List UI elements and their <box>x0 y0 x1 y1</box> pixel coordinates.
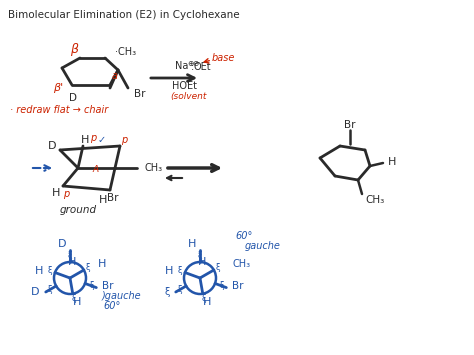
Text: )gauche: )gauche <box>102 291 142 301</box>
Text: ⊕: ⊕ <box>187 59 193 67</box>
Text: 60°: 60° <box>103 301 120 311</box>
Text: H: H <box>68 257 76 267</box>
Text: ξ: ξ <box>178 285 182 294</box>
Text: A: A <box>93 165 99 175</box>
Text: Bimolecular Elimination (E2) in Cyclohexane: Bimolecular Elimination (E2) in Cyclohex… <box>8 10 240 20</box>
Text: H: H <box>198 257 206 267</box>
Text: a: a <box>112 71 118 81</box>
Text: ξ: ξ <box>89 282 94 290</box>
Text: H: H <box>203 296 211 307</box>
Text: D: D <box>69 93 77 103</box>
Text: D: D <box>48 141 56 151</box>
Text: H: H <box>99 195 107 205</box>
Text: CH₃: CH₃ <box>232 259 250 269</box>
Text: H: H <box>73 296 81 307</box>
Text: ξ: ξ <box>86 263 91 272</box>
Text: H: H <box>81 135 89 145</box>
Text: β: β <box>70 44 78 56</box>
Text: p: p <box>63 189 69 199</box>
Text: gauche: gauche <box>245 241 281 251</box>
Text: ξ: ξ <box>219 282 224 290</box>
Text: H: H <box>52 188 60 198</box>
Text: D: D <box>58 239 66 249</box>
Text: H: H <box>164 266 173 277</box>
Text: ξ: ξ <box>198 251 202 260</box>
Text: H: H <box>388 157 396 167</box>
Text: CH₃: CH₃ <box>145 163 163 173</box>
Text: Br: Br <box>107 193 119 203</box>
Text: ξ: ξ <box>48 266 53 275</box>
Text: HOEt: HOEt <box>172 81 197 91</box>
Text: CH₃: CH₃ <box>365 195 384 205</box>
Text: ·CH₃: ·CH₃ <box>115 47 136 57</box>
Text: β': β' <box>53 83 63 93</box>
Text: Na: Na <box>175 61 188 71</box>
Text: H: H <box>188 239 196 249</box>
Text: D: D <box>31 287 40 297</box>
Text: ξ: ξ <box>216 263 220 272</box>
Text: H: H <box>98 259 107 269</box>
Text: · redraw flat → chair: · redraw flat → chair <box>10 105 108 115</box>
Text: Br: Br <box>344 120 356 130</box>
Text: ξ: ξ <box>178 266 182 275</box>
Text: H: H <box>35 266 43 277</box>
Text: ξ: ξ <box>48 285 53 294</box>
Text: ξ: ξ <box>71 294 76 303</box>
Text: :: : <box>191 62 194 72</box>
Text: ground: ground <box>59 205 97 215</box>
Text: p: p <box>121 135 127 145</box>
Text: ⊖: ⊖ <box>192 59 198 67</box>
Text: ξ: ξ <box>201 294 206 303</box>
Text: base: base <box>212 53 236 63</box>
Text: p: p <box>90 133 96 143</box>
Text: 60°: 60° <box>235 231 252 241</box>
Text: Br: Br <box>134 89 146 99</box>
Text: ✓: ✓ <box>98 135 106 145</box>
Text: ξ: ξ <box>68 251 73 260</box>
Text: ξ: ξ <box>164 287 170 297</box>
Text: Br: Br <box>232 280 244 291</box>
Text: Br: Br <box>102 280 114 291</box>
Text: (solvent: (solvent <box>170 92 206 100</box>
Text: OEt: OEt <box>194 62 211 72</box>
